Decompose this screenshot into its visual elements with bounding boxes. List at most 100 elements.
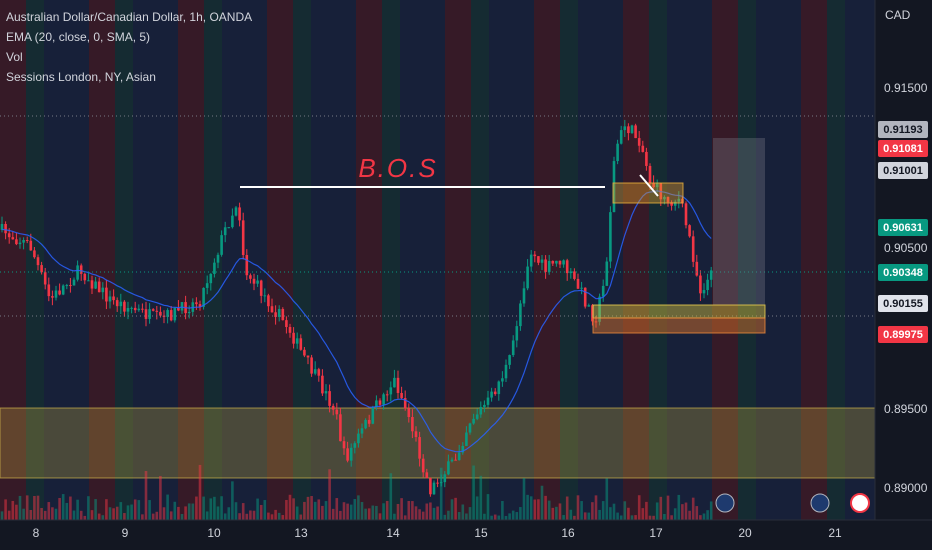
indicator: EMA (20, close, 0, SMA, 5) [6, 30, 150, 44]
volume-bar [0, 511, 4, 520]
candle-body [173, 307, 177, 321]
candle-body [15, 239, 18, 245]
candle-body [177, 307, 180, 311]
volume-bar [126, 505, 130, 520]
price-label: 0.89000 [884, 481, 928, 495]
candle-body [198, 304, 202, 307]
volume-bar [364, 508, 367, 520]
candle-body [479, 407, 483, 415]
volume-bar [249, 510, 252, 520]
candle-body [76, 265, 79, 280]
candle-body [47, 284, 51, 297]
candle-body [569, 271, 573, 274]
volume-bar [346, 503, 349, 520]
volume-bar [324, 501, 328, 520]
candle-body [364, 419, 367, 429]
volume-bar [177, 506, 180, 520]
candle-body [439, 482, 443, 484]
volume-bar [641, 508, 645, 520]
candle-body [7, 233, 11, 238]
volume-bar [493, 514, 497, 520]
volume-bar [205, 511, 209, 520]
volume-bar [483, 513, 486, 520]
volume-bar [97, 513, 101, 520]
candle-body [702, 290, 706, 294]
volume-bar [598, 509, 601, 520]
candle-body [231, 215, 234, 228]
volume-bar [627, 507, 630, 520]
event-icon[interactable] [850, 493, 870, 513]
candle-body [522, 288, 526, 304]
volume-bar [385, 500, 389, 520]
volume-bar [267, 512, 270, 520]
candle-body [652, 183, 655, 188]
candle-body [263, 295, 267, 297]
candle-body [558, 260, 562, 265]
volume-bar [587, 512, 591, 520]
volume-bar [223, 513, 227, 520]
candle-body [429, 478, 432, 495]
volume-bar [403, 515, 407, 520]
price-tag-label: 0.90348 [883, 267, 923, 279]
order-block [612, 182, 684, 204]
date-label: 9 [122, 526, 129, 540]
candle-body [555, 260, 558, 264]
volume-bar [209, 498, 213, 520]
candle-body [630, 125, 634, 134]
volume-bar [504, 515, 508, 520]
candle-body [497, 381, 501, 395]
candle-body [655, 183, 659, 188]
candle-body [281, 309, 285, 321]
volume-bar [58, 497, 61, 520]
candle-body [375, 400, 378, 408]
candle-body [159, 311, 162, 316]
candle-body [245, 255, 249, 276]
candle-body [328, 391, 331, 406]
volume-bar [360, 502, 364, 520]
price-tag [878, 264, 928, 281]
candle-body [259, 280, 263, 296]
volume-bar [429, 502, 432, 520]
candle-body [695, 261, 699, 276]
candle-body [691, 236, 695, 262]
candle-body [709, 270, 713, 280]
price-tag-label: 0.89975 [883, 329, 923, 341]
volume-bar [148, 500, 151, 520]
candle-body [508, 355, 511, 365]
candle-body [36, 257, 40, 266]
volume-bar [583, 512, 587, 520]
candle-body [216, 254, 220, 263]
volume-bar [537, 499, 540, 520]
stripe [623, 0, 649, 520]
candle-body [483, 404, 486, 408]
event-icon[interactable] [715, 493, 735, 513]
volume-bar [526, 494, 529, 520]
annotation: B.O.S [358, 153, 437, 183]
volume-bar [166, 494, 169, 520]
volume-bar [198, 464, 202, 520]
stripe [89, 0, 115, 520]
candle-body [684, 203, 688, 226]
candle-body [490, 391, 493, 398]
volume-bar [555, 506, 558, 520]
volume-bar [465, 513, 468, 520]
candle-body [681, 198, 684, 204]
volume-bar [7, 510, 11, 520]
volume-bar [475, 496, 479, 520]
candle-body [663, 196, 666, 200]
volume-bar [51, 507, 54, 520]
candle-body [637, 138, 641, 146]
volume-bar [33, 496, 36, 520]
volume-bar [213, 496, 216, 520]
candle-body [141, 308, 144, 310]
event-icon[interactable] [810, 493, 830, 513]
candle-body [72, 279, 76, 286]
ema-line [1, 190, 712, 453]
demand-zone [0, 407, 876, 479]
volume-bar [371, 505, 375, 520]
candle-body [4, 224, 7, 234]
volume-bar [540, 485, 544, 520]
candle-body [65, 285, 69, 287]
volume-bar [612, 503, 616, 520]
